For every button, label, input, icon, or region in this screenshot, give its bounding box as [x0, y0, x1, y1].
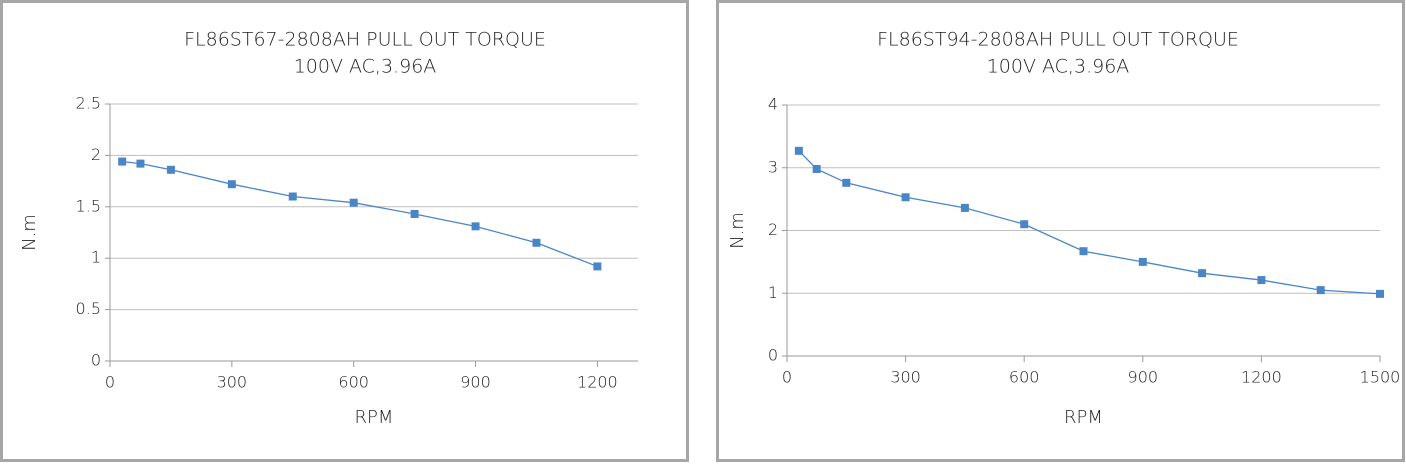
chart-subtitle: 100V AC,3.96A [294, 56, 437, 78]
data-point [1079, 247, 1088, 256]
data-point [532, 238, 541, 247]
x-tick-label: 900 [1128, 368, 1159, 387]
y-tick-label: 1 [91, 248, 101, 267]
y-tick-label: 1 [768, 283, 778, 302]
data-point [593, 262, 602, 271]
y-tick-label: 2.5 [76, 94, 101, 113]
data-point [1138, 257, 1147, 266]
data-point [960, 203, 969, 212]
y-tick-label: 2 [91, 145, 101, 164]
data-point [288, 192, 297, 201]
data-point [1198, 269, 1207, 278]
data-point [349, 198, 358, 207]
data-point [118, 157, 127, 166]
data-point [410, 209, 419, 218]
y-tick-label: 1.5 [76, 196, 101, 215]
x-tick-label: 300 [217, 373, 248, 392]
y-axis-label: N.m [19, 214, 40, 251]
x-tick-label: 600 [1009, 368, 1040, 387]
data-point [227, 180, 236, 189]
x-tick-label: 1500 [1360, 368, 1401, 387]
data-point [901, 193, 910, 202]
data-point [812, 165, 821, 174]
data-point [1376, 289, 1384, 298]
data-point [1257, 276, 1266, 285]
y-axis-label: N.m [727, 212, 748, 249]
data-point [471, 222, 480, 231]
y-tick-label: 0.5 [76, 299, 101, 318]
y-tick-label: 0 [768, 346, 778, 365]
x-tick-label: 600 [338, 373, 369, 392]
y-tick-label: 0 [91, 351, 101, 370]
data-point [1020, 220, 1029, 229]
data-point [1316, 286, 1325, 295]
y-tick-label: 4 [768, 95, 778, 114]
x-tick-label: 300 [890, 368, 921, 387]
y-tick-label: 2 [768, 220, 778, 239]
x-axis-label: RPM [1064, 407, 1103, 428]
data-point [166, 165, 175, 174]
x-tick-label: 0 [105, 373, 115, 392]
chart-subtitle: 100V AC,3.96A [987, 56, 1130, 78]
y-tick-label: 3 [768, 157, 778, 176]
x-tick-label: 1200 [577, 373, 618, 392]
x-tick-label: 900 [460, 373, 491, 392]
data-line [798, 150, 1381, 295]
chart-title: FL86ST67-2808AH PULL OUT TORQUE [184, 29, 546, 51]
x-axis-label: RPM [355, 407, 394, 428]
x-tick-label: 0 [782, 368, 792, 387]
panel-border [0, 0, 689, 462]
chart-title: FL86ST94-2808AH PULL OUT TORQUE [877, 29, 1239, 51]
data-line [122, 160, 598, 268]
data-point [794, 146, 803, 155]
data-point [842, 178, 851, 187]
x-tick-label: 1200 [1241, 368, 1282, 387]
data-point [136, 159, 145, 168]
